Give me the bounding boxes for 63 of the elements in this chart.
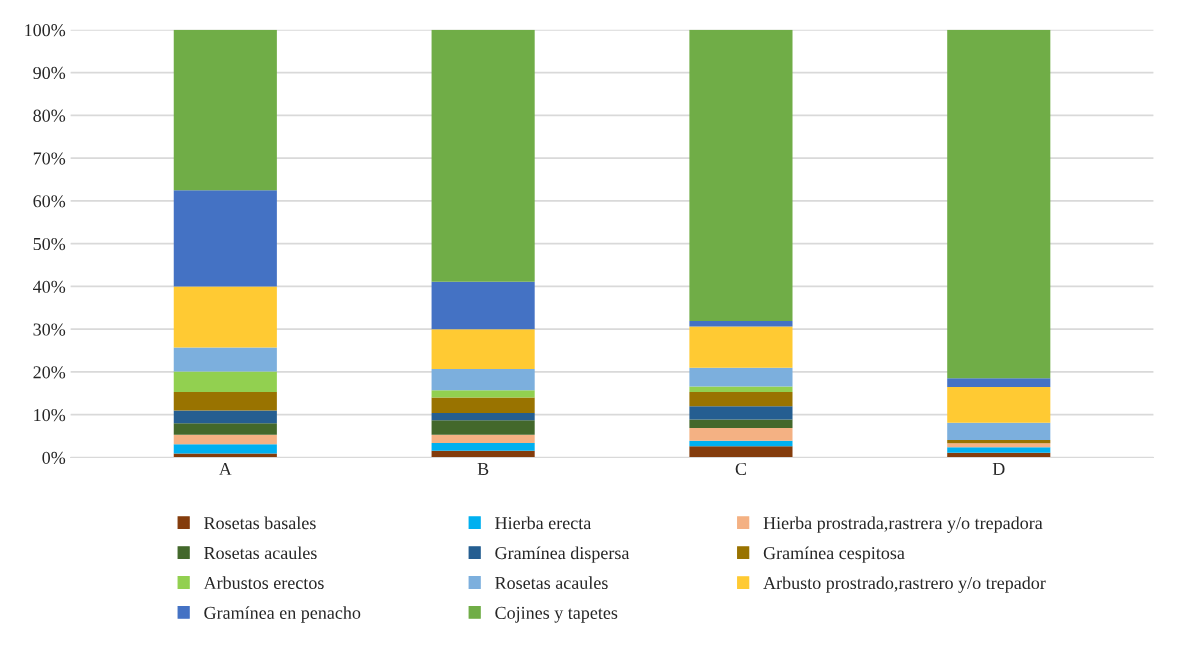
bar <box>689 446 793 458</box>
bar <box>689 406 793 420</box>
y-tick-label: 0% <box>42 451 66 464</box>
bar <box>173 444 277 454</box>
bar <box>947 422 1051 440</box>
bar <box>689 386 793 393</box>
bar <box>173 371 277 393</box>
bar <box>173 410 277 424</box>
bar <box>431 420 535 435</box>
bar <box>431 329 535 369</box>
bar <box>173 392 277 411</box>
x-tick-label: A <box>218 462 232 475</box>
x-tick-label: C <box>735 462 746 476</box>
y-tick-label: 70% <box>33 152 66 165</box>
y-tick-label: 30% <box>33 323 66 336</box>
bar <box>689 29 793 322</box>
legend-label: Rosetas basales <box>204 516 316 530</box>
bar <box>947 447 1051 453</box>
y-tick-label: 100% <box>25 24 66 37</box>
bar <box>173 190 277 287</box>
bar <box>431 442 535 451</box>
bar <box>947 378 1051 387</box>
x-tick-label: B <box>477 463 489 475</box>
y-tick-label: 80% <box>33 109 66 122</box>
bar <box>173 29 277 191</box>
bar <box>431 434 535 443</box>
bar <box>431 413 535 421</box>
bar <box>689 392 793 407</box>
bar <box>689 321 793 327</box>
bar <box>431 397 535 413</box>
legend-label: Hierba prostrada,rastrera y/o trepadora <box>763 516 1043 533</box>
y-tick-label: 90% <box>33 66 66 80</box>
legend-label: Rosetas acaules <box>495 576 608 590</box>
legend-label: Gramínea en penacho <box>204 606 361 623</box>
bar <box>173 347 277 372</box>
bar <box>431 29 535 282</box>
y-tick-label: 10% <box>34 408 66 422</box>
legend-label: Cojines y tapetes <box>495 606 618 623</box>
bar <box>689 427 793 441</box>
bar <box>947 443 1051 448</box>
bar <box>431 281 535 330</box>
y-tick-label: 60% <box>33 195 66 208</box>
bar <box>689 419 793 428</box>
y-tick-label: 20% <box>33 366 66 379</box>
legend-label: Rosetas acaules <box>204 546 317 560</box>
y-tick-label: 50% <box>33 237 66 251</box>
bar <box>689 440 793 447</box>
bar <box>947 386 1051 423</box>
bar <box>173 434 277 445</box>
y-tick-label: 40% <box>33 280 66 293</box>
x-tick-label: D <box>992 463 1005 475</box>
bar <box>431 390 535 398</box>
legend-label: Arbusto prostrado,rastrero y/o trepador <box>763 576 1046 593</box>
bar <box>431 368 535 391</box>
bar <box>947 29 1051 379</box>
bar <box>173 423 277 435</box>
bar <box>689 326 793 368</box>
legend-label: Gramínea cespitosa <box>763 546 905 563</box>
legend-label: Hierba erecta <box>495 516 592 530</box>
legend-label: Arbustos erectos <box>203 576 324 590</box>
bar <box>689 367 793 387</box>
legend-label: Gramínea dispersa <box>495 546 630 563</box>
bar <box>173 286 277 348</box>
